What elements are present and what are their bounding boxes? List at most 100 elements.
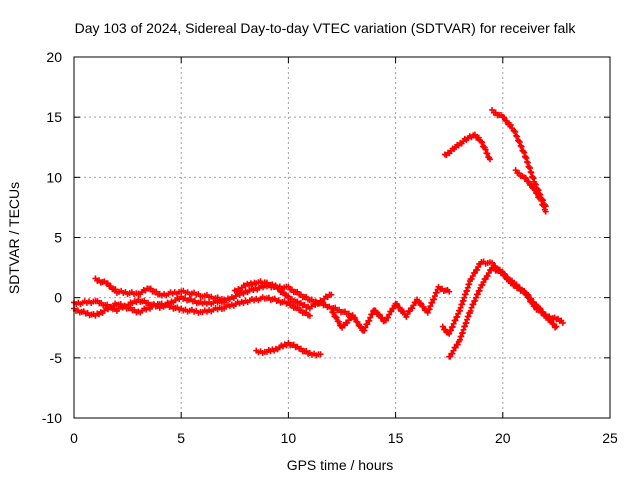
- data-point: [388, 308, 395, 315]
- data-point: [362, 324, 369, 331]
- y-tick-label: 5: [54, 230, 62, 246]
- data-point: [515, 138, 522, 145]
- data-point: [426, 306, 433, 313]
- y-tick-label: -10: [42, 410, 62, 426]
- data-point: [467, 307, 474, 314]
- data-point: [112, 286, 119, 293]
- series-track-b: [71, 294, 313, 319]
- data-point: [385, 314, 392, 321]
- x-tick-label: 0: [70, 430, 78, 446]
- data-point: [147, 285, 154, 292]
- data-point: [503, 118, 510, 125]
- series-track-i: [441, 131, 493, 163]
- data-point: [525, 178, 532, 185]
- data-point: [468, 304, 475, 311]
- data-point: [471, 269, 478, 276]
- data-point: [529, 299, 536, 306]
- data-point: [414, 296, 421, 303]
- data-point: [548, 317, 555, 324]
- data-point: [479, 282, 486, 289]
- series-track-h: [446, 264, 560, 360]
- data-point: [516, 139, 523, 146]
- data-point: [276, 285, 283, 292]
- data-point: [536, 306, 543, 313]
- data-point: [382, 317, 389, 324]
- grid-lines: [74, 57, 610, 418]
- data-point: [484, 273, 491, 280]
- data-point: [468, 276, 475, 283]
- data-point: [507, 121, 514, 128]
- data-point: [431, 296, 438, 303]
- y-tick-label: 0: [54, 290, 62, 306]
- data-point: [372, 307, 379, 314]
- data-point: [511, 128, 518, 135]
- data-point: [523, 290, 530, 297]
- data-point: [522, 174, 529, 181]
- data-point: [452, 344, 459, 351]
- data-point: [506, 276, 513, 283]
- data-point: [333, 314, 340, 321]
- data-point: [450, 320, 457, 327]
- data-point: [396, 304, 403, 311]
- data-point: [499, 269, 506, 276]
- x-axis-label: GPS time / hours: [287, 457, 394, 473]
- data-point: [531, 303, 538, 310]
- data-point: [390, 305, 397, 312]
- data-point: [330, 309, 337, 316]
- series-track-k: [512, 167, 549, 215]
- data-point: [469, 273, 476, 280]
- data-point: [526, 295, 533, 302]
- data-point: [354, 319, 361, 326]
- x-tick-label: 20: [495, 430, 511, 446]
- data-point: [471, 131, 478, 138]
- y-axis-ticks: -10 -5 0 5 10 15 20: [42, 49, 610, 426]
- data-point: [447, 327, 454, 334]
- data-point: [474, 266, 481, 273]
- x-axis-ticks: 0 5 10 15 20 25: [70, 57, 618, 446]
- series-track-c: [92, 275, 228, 303]
- data-point: [484, 150, 491, 157]
- data-point: [352, 314, 359, 321]
- data-point: [221, 296, 228, 303]
- data-point: [420, 303, 427, 310]
- data-point: [450, 347, 457, 354]
- data-point: [540, 202, 547, 209]
- data-point: [104, 280, 111, 287]
- data-point: [446, 330, 453, 337]
- data-point: [474, 291, 481, 298]
- data-point: [424, 309, 431, 316]
- data-point: [153, 288, 160, 295]
- data-point: [280, 289, 287, 296]
- data-point: [489, 259, 496, 266]
- data-point: [317, 351, 324, 358]
- data-point: [485, 269, 492, 276]
- data-point: [512, 167, 519, 174]
- data-point: [454, 341, 461, 348]
- data-point: [449, 350, 456, 357]
- data-point: [531, 180, 538, 187]
- data-point: [361, 327, 368, 334]
- data-point: [366, 317, 373, 324]
- data-point: [518, 143, 525, 150]
- data-point: [480, 279, 487, 286]
- data-point: [409, 305, 416, 312]
- data-point: [427, 303, 434, 310]
- data-point: [512, 129, 519, 136]
- y-axis-label: SDTVAR / TECUs: [6, 182, 22, 294]
- data-point: [335, 318, 342, 325]
- x-tick-label: 15: [388, 430, 404, 446]
- series-track-e: [253, 339, 324, 359]
- data-point: [328, 291, 335, 298]
- data-point: [502, 273, 509, 280]
- data-point: [306, 312, 313, 319]
- y-tick-label: 15: [46, 109, 62, 125]
- data-point: [482, 146, 489, 153]
- chart-title: Day 103 of 2024, Sidereal Day-to-day VTE…: [75, 20, 577, 36]
- data-point: [538, 197, 545, 204]
- data-point: [479, 139, 486, 146]
- y-tick-label: 20: [46, 49, 62, 65]
- x-tick-label: 5: [177, 430, 185, 446]
- data-point: [452, 317, 459, 324]
- data-point: [542, 208, 549, 215]
